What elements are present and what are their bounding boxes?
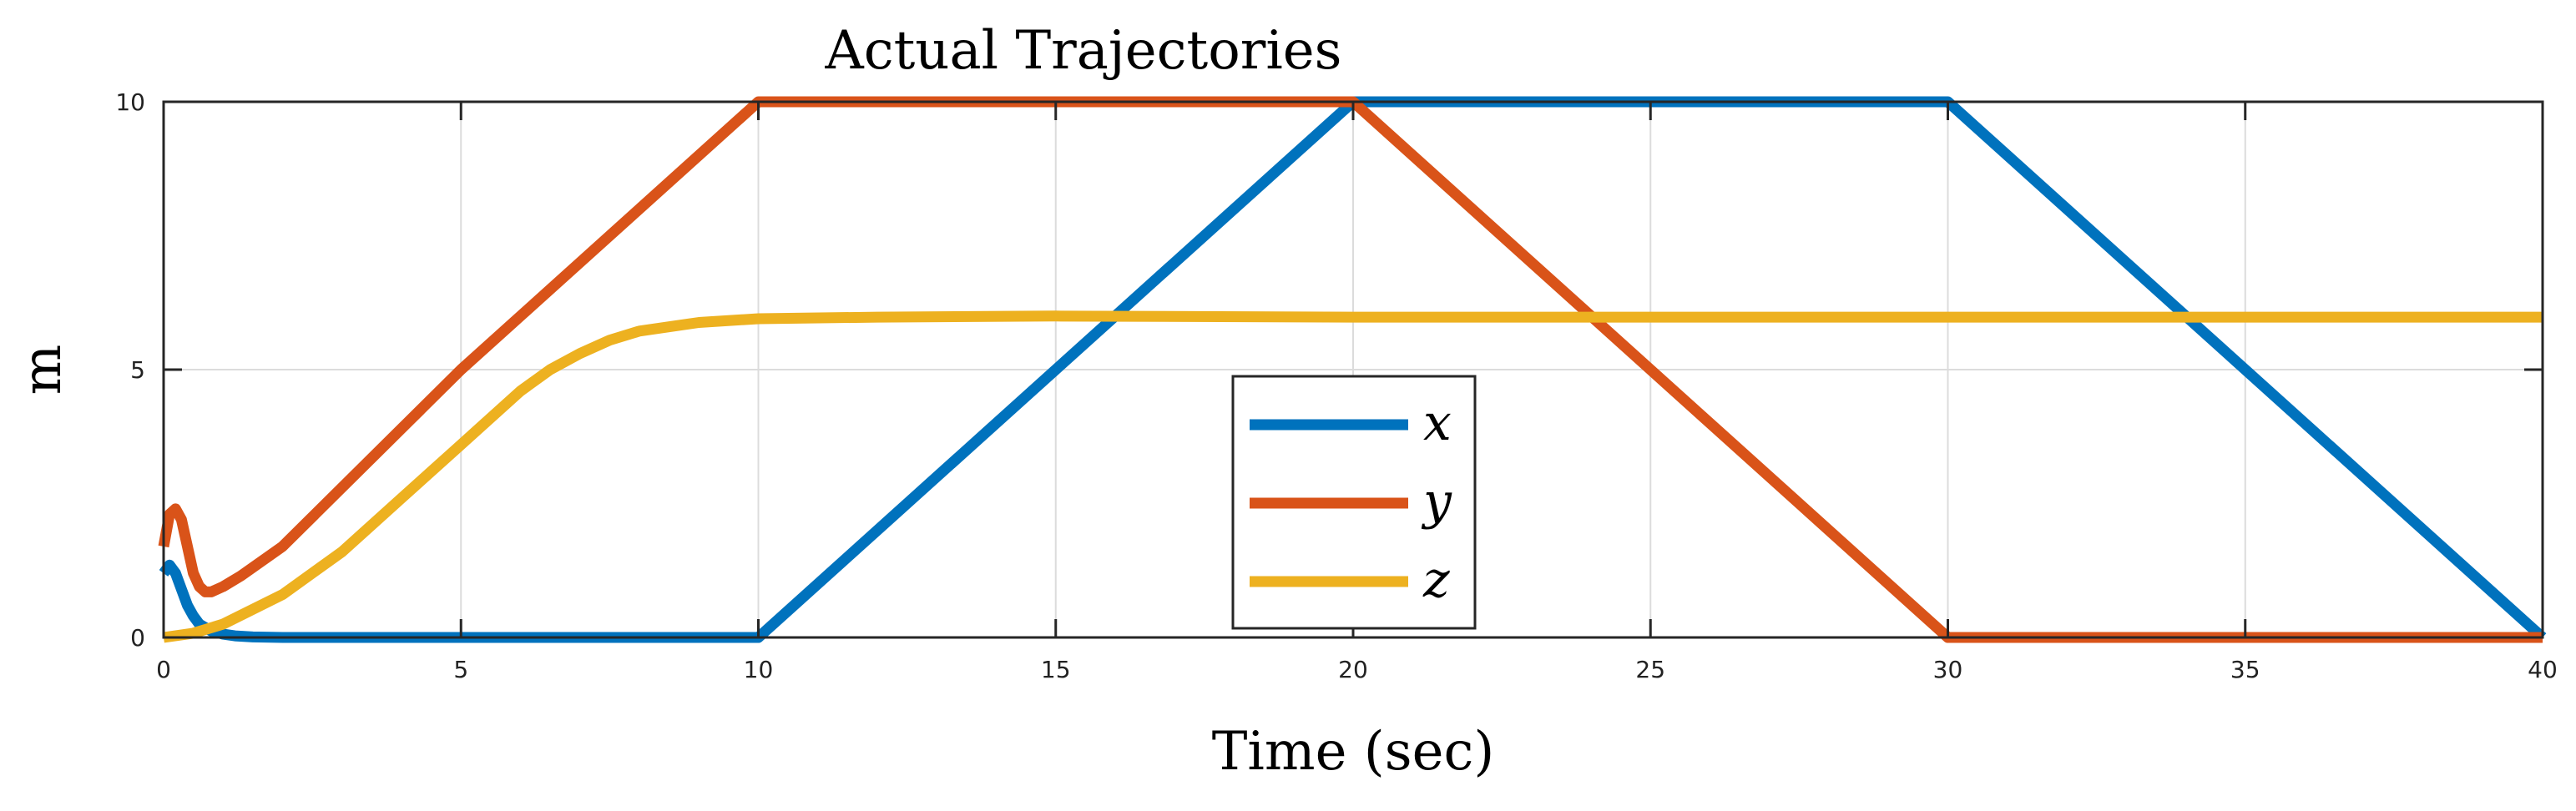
series-line-z xyxy=(163,310,2543,643)
x-tick-label: 35 xyxy=(2230,656,2260,683)
legend-label-z: z xyxy=(1422,551,1450,609)
legend-label-x: x xyxy=(1423,394,1452,452)
chart-title: Actual Trajectories xyxy=(825,20,1342,82)
legend: xyz xyxy=(1231,375,1477,630)
series-line-x xyxy=(159,96,2547,643)
x-tick-label: 15 xyxy=(1041,656,1071,683)
x-tick-label: 0 xyxy=(156,656,171,683)
x-tick-label: 20 xyxy=(1338,656,1368,683)
x-tick-label: 40 xyxy=(2528,656,2558,683)
x-axis-label: Time (sec) xyxy=(1212,721,1495,783)
y-tick-label: 0 xyxy=(130,624,145,652)
y-tick-label: 5 xyxy=(130,356,145,384)
legend-label-y: y xyxy=(1421,472,1452,531)
x-tick-label: 10 xyxy=(744,656,774,683)
y-tick-label: 10 xyxy=(115,88,145,116)
y-axis-label: m xyxy=(12,345,73,395)
x-tick-label: 30 xyxy=(1933,656,1963,683)
x-tick-label: 5 xyxy=(453,656,468,683)
x-tick-label: 25 xyxy=(1635,656,1665,683)
ticks: 0 5 10 15 20 25 30 35 40 0 5 10 xyxy=(115,88,2557,683)
